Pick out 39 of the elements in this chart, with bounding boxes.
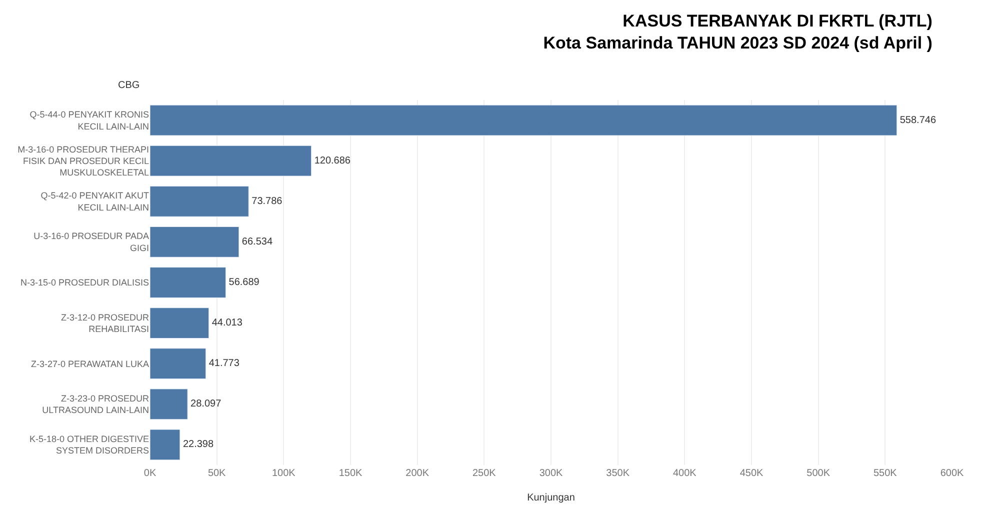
data-label: 56.689 bbox=[228, 277, 260, 288]
data-label: 44.013 bbox=[212, 318, 243, 329]
data-label: 73.786 bbox=[252, 196, 283, 207]
x-tick-label: 450K bbox=[740, 468, 764, 479]
bar bbox=[150, 348, 206, 380]
chart-title: KASUS TERBANYAK DI FKRTL (RJTL) bbox=[622, 11, 932, 30]
bar bbox=[150, 429, 180, 460]
y-tick-label: Q-5-42-0 PENYAKIT AKUT KECIL LAIN-LAIN bbox=[40, 190, 150, 212]
x-tick-label: 50K bbox=[208, 468, 226, 479]
y-tick-label: N-3-15-0 PROSEDUR DIALISIS bbox=[20, 278, 149, 288]
x-tick-label: 400K bbox=[672, 468, 697, 479]
y-tick-label: Z-3-27-0 PERAWATAN LUKA bbox=[30, 358, 149, 369]
data-label: 66.534 bbox=[242, 236, 273, 248]
y-axis-title: CBG bbox=[118, 80, 140, 91]
x-tick-label: 500K bbox=[806, 468, 830, 479]
x-tick-label: 0K bbox=[144, 468, 156, 479]
chart-subtitle: Kota Samarinda TAHUN 2023 SD 2024 (sd April ) bbox=[543, 33, 932, 52]
data-label: 28.097 bbox=[190, 398, 222, 410]
x-tick-label: 250K bbox=[472, 468, 496, 479]
y-tick-label: Z-3-12-0 PROSEDUR REHABILITASI bbox=[60, 312, 150, 334]
data-label: 558.746 bbox=[900, 114, 936, 126]
y-tick-label: Z-3-23-0 PROSEDUR ULTRASOUND LAIN-LAIN bbox=[42, 393, 150, 416]
x-tick-label: 350K bbox=[606, 468, 630, 479]
x-tick-label: 150K bbox=[338, 468, 363, 479]
y-tick-label: M-3-16-0 PROSEDUR THERAPI FISIK DAN PROSEDUR KECIL MUSKULOSKELETAL bbox=[18, 144, 149, 178]
x-axis-title: Kunjungan bbox=[527, 492, 575, 504]
x-tick-label: 200K bbox=[406, 468, 430, 479]
y-tick-label: U-3-16-0 PROSEDUR PADA GIGI bbox=[34, 231, 149, 253]
y-tick-label: Q-5-44-0 PENYAKIT KRONIS KECIL LAIN-LAIN bbox=[30, 110, 149, 132]
bar bbox=[150, 388, 188, 420]
data-label: 22.398 bbox=[182, 439, 214, 450]
x-tick-label: 550K bbox=[873, 468, 898, 479]
x-tick-label: 100K bbox=[272, 468, 296, 479]
x-tick-label: 300K bbox=[539, 468, 564, 479]
bar bbox=[150, 308, 210, 339]
y-tick-label: K-5-18-0 OTHER DIGESTIVE SYSTEM DISORDERS bbox=[29, 434, 149, 456]
data-label: 41.773 bbox=[208, 358, 240, 370]
x-tick-label: 600K bbox=[940, 468, 964, 479]
data-label: 120.686 bbox=[314, 155, 351, 166]
